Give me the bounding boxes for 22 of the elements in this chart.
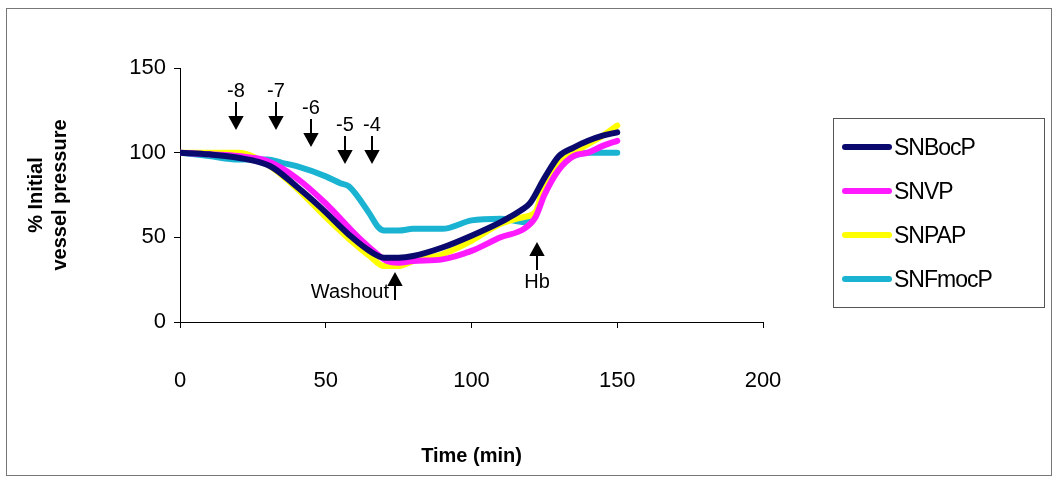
y-tick-label: 150 — [129, 54, 166, 80]
annotation: -4 — [363, 112, 381, 135]
y-axis-title: % Initial vessel pressure — [23, 119, 70, 271]
legend-label: SNBocP — [894, 133, 975, 161]
x-tick-label: 150 — [598, 367, 636, 393]
annotation: -7 — [267, 78, 285, 101]
legend-label: SNFmocP — [894, 265, 992, 293]
annotation: -6 — [302, 95, 320, 118]
x-tick-label: 0 — [173, 367, 187, 393]
y-tick-label: 50 — [141, 223, 166, 249]
x-tick-label: 100 — [453, 367, 490, 393]
x-axis-title: Time (min) — [421, 443, 522, 466]
annotation: Hb — [524, 269, 550, 292]
legend-label: SNPAP — [894, 221, 966, 249]
annotation: -5 — [336, 112, 354, 135]
annotation: -8 — [227, 78, 245, 101]
x-tick-label: 50 — [313, 367, 338, 393]
x-tick-label: 200 — [744, 367, 782, 393]
y-tick-label: 100 — [129, 138, 166, 164]
annotation: Washout — [310, 279, 390, 302]
y-tick-label: 0 — [153, 308, 166, 334]
legend-label: SNVP — [894, 177, 953, 205]
